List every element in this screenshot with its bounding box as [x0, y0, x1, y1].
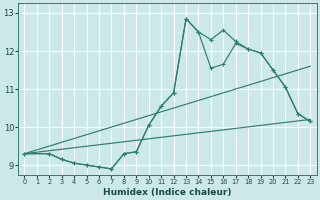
- X-axis label: Humidex (Indice chaleur): Humidex (Indice chaleur): [103, 188, 232, 197]
